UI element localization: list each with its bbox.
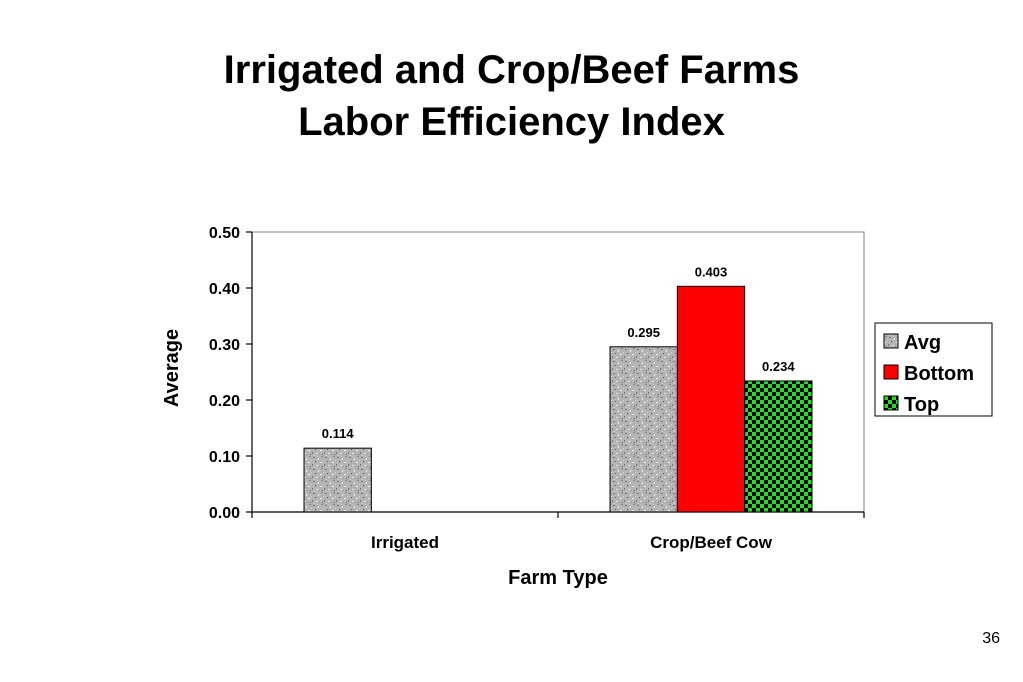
bar-labels: 0.114 0.295 0.403 0.234 <box>322 264 796 441</box>
x-axis: Irrigated Crop/Beef Cow <box>251 511 865 552</box>
slide-title: Irrigated and Crop/Beef Farms Labor Effi… <box>0 44 1023 148</box>
slide-title-line-2: Labor Efficiency Index <box>298 100 725 144</box>
bar-avg <box>609 346 678 513</box>
y-axis: 0.00 0.10 0.20 0.30 0.40 0.50 <box>209 225 253 522</box>
legend-swatch-top <box>883 395 899 411</box>
legend-swatch-avg <box>883 333 899 349</box>
data-label: 0.403 <box>695 264 728 279</box>
legend-label-avg: Avg <box>904 332 941 354</box>
y-tick-label: 0.20 <box>209 393 240 410</box>
y-tick-label: 0.10 <box>209 449 240 466</box>
x-tick-label: Crop/Beef Cow <box>650 533 773 552</box>
legend-label-top: Top <box>904 394 939 416</box>
page-number: 36 <box>982 630 1000 647</box>
bar-top <box>744 380 813 513</box>
y-tick-label: 0.40 <box>209 281 240 298</box>
y-axis-title: Average <box>161 329 183 407</box>
data-label: 0.234 <box>762 359 795 374</box>
bar-avg <box>303 447 372 513</box>
y-tick-label: 0.50 <box>209 225 240 242</box>
bar-bottom <box>676 285 746 513</box>
legend-label-bottom: Bottom <box>904 363 974 385</box>
slide-title-line-1: Irrigated and Crop/Beef Farms <box>223 48 800 92</box>
x-axis-title: Farm Type <box>508 567 608 589</box>
legend-swatch-bottom <box>883 364 899 380</box>
x-tick-label: Irrigated <box>371 533 439 552</box>
bars <box>303 285 813 513</box>
legend: Avg Bottom Top <box>874 322 993 417</box>
y-tick-label: 0.00 <box>209 505 240 522</box>
data-label: 0.295 <box>627 325 660 340</box>
y-tick-label: 0.30 <box>209 337 240 354</box>
data-label: 0.114 <box>322 426 355 441</box>
